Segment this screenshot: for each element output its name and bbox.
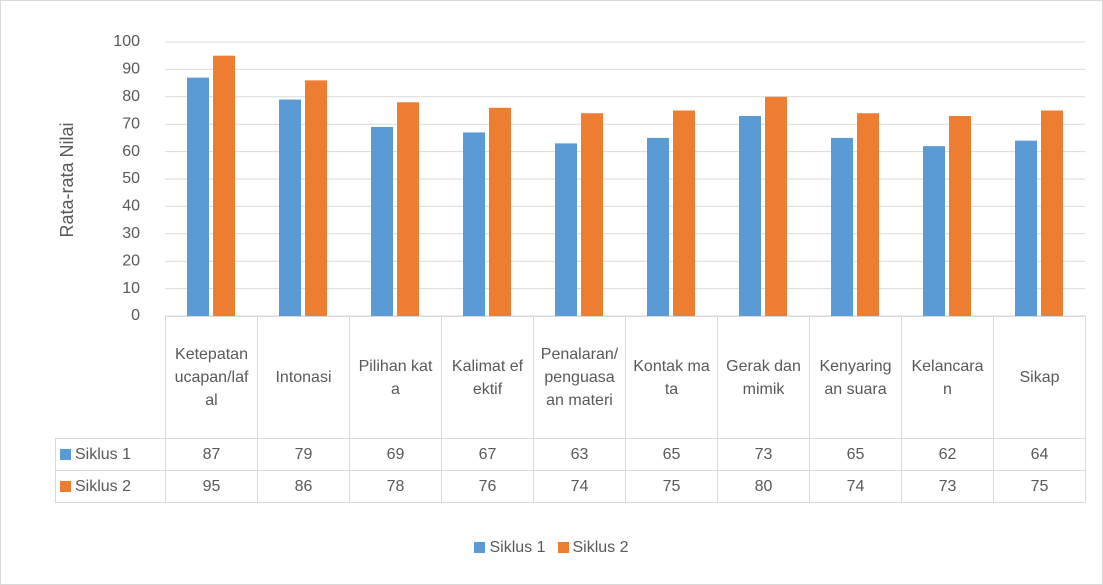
x-tick-label: Kenyaringan suara — [809, 316, 902, 439]
x-tick-label: Ketepatan ucapan/lafal — [165, 316, 258, 439]
bar — [305, 80, 327, 316]
legend-label: Siklus 1 — [489, 539, 546, 556]
x-tick-label: Pilihan kata — [349, 316, 442, 439]
data-table: Ketepatan ucapan/lafal Intonasi Pilihan ka… — [55, 316, 1086, 503]
y-tick-label: 80 — [122, 88, 140, 105]
bar — [213, 55, 235, 316]
x-tick-label: Sikap — [993, 316, 1086, 439]
series-header: Siklus 1 — [55, 438, 166, 471]
legend-key — [60, 449, 71, 460]
y-tick-label: 60 — [122, 143, 140, 160]
bar — [489, 107, 511, 316]
bar — [923, 146, 945, 316]
y-tick-label: 90 — [122, 61, 140, 78]
legend: Siklus 1 Siklus 2 — [0, 539, 1103, 557]
series-name: Siklus 2 — [75, 478, 132, 495]
bar — [581, 113, 603, 317]
bar — [739, 115, 761, 316]
corner-cell — [55, 316, 166, 439]
table-value: 73 — [901, 470, 994, 503]
table-value: 86 — [257, 470, 350, 503]
x-tick-label: Gerak dan mimik — [717, 316, 810, 439]
y-tick-label: 70 — [122, 115, 140, 132]
table-value: 67 — [441, 438, 534, 471]
table-value: 65 — [809, 438, 902, 471]
bar — [463, 132, 485, 316]
legend-key — [474, 542, 486, 553]
table-value: 73 — [717, 438, 810, 471]
table-value: 87 — [165, 438, 258, 471]
legend-label: Siklus 2 — [572, 539, 629, 556]
table-value: 75 — [625, 470, 718, 503]
bar — [187, 77, 209, 317]
bar — [555, 143, 577, 316]
bar — [279, 99, 301, 316]
table-row: Siklus 1 87 79 69 67 63 65 73 65 62 64 — [55, 438, 1086, 471]
series-header: Siklus 2 — [55, 470, 166, 503]
series-name: Siklus 1 — [75, 446, 132, 463]
y-tick-label: 50 — [122, 170, 140, 187]
table-value: 69 — [349, 438, 442, 471]
table-value: 63 — [533, 438, 626, 471]
bar — [831, 137, 853, 316]
x-tick-label: Intonasi — [257, 316, 350, 439]
y-tick-label: 40 — [122, 198, 140, 215]
bar — [371, 126, 393, 316]
y-tick-label: 10 — [122, 280, 140, 297]
x-tick-label: Kelancaran — [901, 316, 994, 439]
y-tick-label: 30 — [122, 225, 140, 242]
x-tick-label: Kalimat efektif — [441, 316, 534, 439]
bar — [1041, 110, 1063, 316]
table-row: Siklus 2 95 86 78 76 74 75 80 74 73 75 — [55, 470, 1086, 503]
table-value: 79 — [257, 438, 350, 471]
bar — [949, 115, 971, 316]
table-value: 62 — [901, 438, 994, 471]
table-value: 80 — [717, 470, 810, 503]
y-tick-label: 20 — [122, 252, 140, 269]
bar — [673, 110, 695, 316]
table-value: 64 — [993, 438, 1086, 471]
legend-item: Siklus 1 — [474, 539, 546, 556]
table-value: 65 — [625, 438, 718, 471]
table-value: 75 — [993, 470, 1086, 503]
y-tick-label: 100 — [113, 33, 140, 50]
legend-item: Siklus 2 — [557, 539, 629, 556]
table-header-row: Ketepatan ucapan/lafal Intonasi Pilihan ka… — [55, 316, 1086, 439]
table-value: 95 — [165, 470, 258, 503]
legend-key — [557, 542, 569, 553]
bar — [765, 96, 787, 316]
x-tick-label: Penalaran/penguasaan materi — [533, 316, 626, 439]
bar — [857, 113, 879, 317]
bar — [647, 137, 669, 316]
y-tick-label: 0 — [131, 307, 140, 324]
table-value: 74 — [809, 470, 902, 503]
y-axis-title: Rata-rata Nilai — [57, 122, 77, 237]
bar — [397, 102, 419, 316]
bar — [1015, 140, 1037, 316]
legend-key — [60, 481, 71, 492]
table-value: 78 — [349, 470, 442, 503]
x-tick-label: Kontak mata — [625, 316, 718, 439]
table-value: 76 — [441, 470, 534, 503]
table-value: 74 — [533, 470, 626, 503]
